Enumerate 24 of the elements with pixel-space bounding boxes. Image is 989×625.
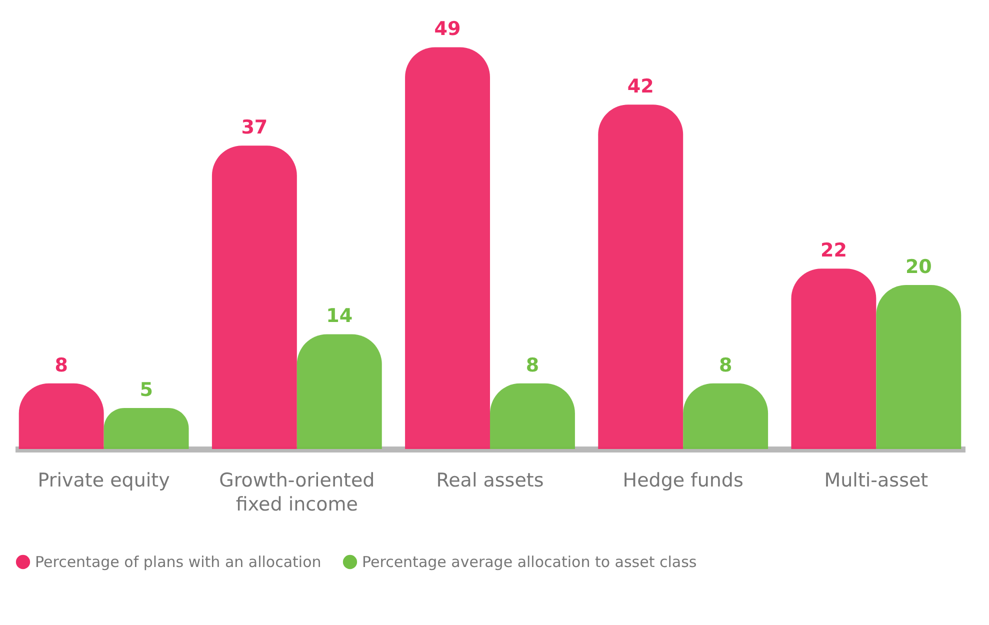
bar [791,268,876,449]
data-label: 20 [905,256,932,278]
legend-label: Percentage average allocation to asset class [362,553,697,571]
bar [598,104,684,449]
bar [405,47,490,449]
x-tick-label: Multi-asset [824,470,928,492]
data-label: 42 [627,76,654,98]
data-label: 8 [54,354,68,376]
bar [876,285,962,449]
bar [212,146,297,449]
x-tick-label: Real assets [436,470,544,492]
data-label: 14 [326,305,353,328]
bar [296,334,382,449]
x-tick-label: Hedge funds [622,470,744,492]
data-label: 8 [526,354,540,376]
x-tick-label: Growth-oriented fixed income [219,470,375,516]
data-label: 5 [140,379,153,401]
data-label: 8 [718,354,732,376]
data-label: 37 [241,116,268,139]
data-label: 22 [820,240,847,262]
data-label: 49 [434,18,461,40]
bar [104,408,189,449]
x-tick-label: Private equity [38,470,170,492]
legend-label: Percentage of plans with an allocation [35,553,322,571]
